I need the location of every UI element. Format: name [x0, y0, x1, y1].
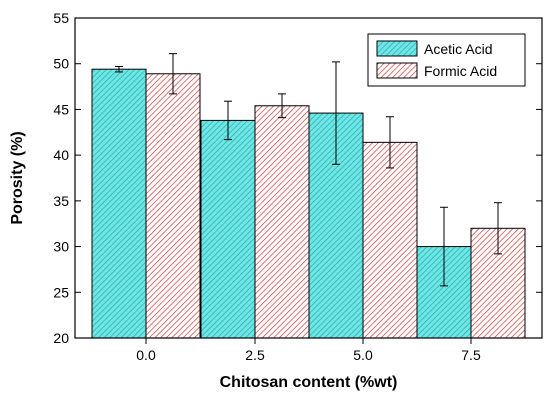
error-bars-group [115, 53, 502, 287]
plot-frame [74, 17, 543, 339]
y-tick-label: 50 [53, 56, 69, 72]
x-tick-label: 7.5 [461, 347, 481, 363]
error-bar [224, 100, 232, 141]
x-tick-label: 5.0 [353, 347, 373, 363]
x-axis: 0.0 2.5 5.0 7.5 [136, 338, 481, 363]
bar-acetic-acid-2.5 [200, 119, 256, 339]
legend-swatch-acetic-acid [376, 40, 418, 57]
y-axis-title: Porosity (%) [9, 131, 26, 224]
error-bar [440, 206, 448, 287]
x-axis-title: Chitosan content (%wt) [220, 374, 398, 391]
error-bar [115, 65, 123, 73]
y-tick-label: 25 [53, 284, 69, 300]
bar-formic-acid-5.0 [362, 141, 418, 339]
legend-label-formic-acid: Formic Acid [424, 63, 497, 79]
bar-formic-acid-2.5 [254, 105, 310, 339]
error-bar [332, 61, 340, 165]
x-tick-label: 2.5 [245, 347, 265, 363]
legend: Acetic Acid Formic Acid [367, 33, 526, 87]
error-bar [494, 202, 502, 255]
bar-formic-acid-0.0 [145, 73, 201, 339]
error-bar [386, 116, 394, 169]
legend-label-acetic-acid: Acetic Acid [424, 41, 492, 57]
y-tick-label: 55 [53, 10, 69, 26]
y-tick-label: 30 [53, 239, 69, 255]
y-tick-label: 45 [53, 101, 69, 117]
y-tick-label: 35 [53, 193, 69, 209]
error-bar [278, 93, 286, 119]
bars-group [91, 68, 526, 339]
x-tick-label: 0.0 [136, 347, 156, 363]
error-bar [169, 53, 177, 95]
y-tick-label: 20 [53, 330, 69, 346]
y-axis: 20 25 30 35 40 45 50 55 [53, 10, 542, 346]
bar-acetic-acid-0.0 [91, 68, 147, 339]
y-tick-label: 40 [53, 147, 69, 163]
legend-swatch-formic-acid [376, 62, 418, 79]
